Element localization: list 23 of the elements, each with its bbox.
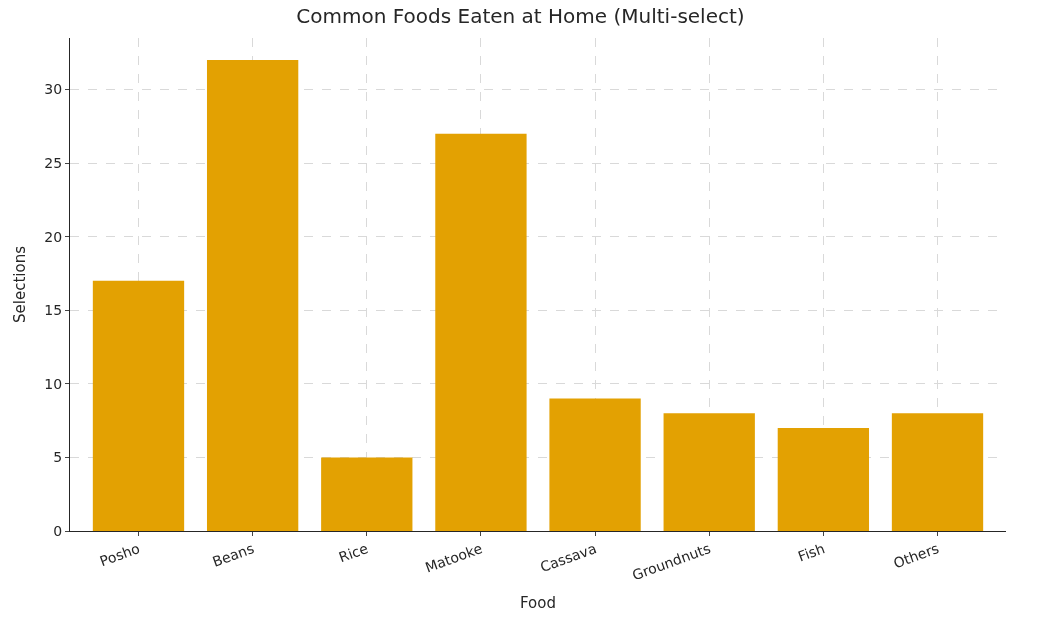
bar [435,133,527,531]
y-tick-label: 25 [44,154,63,171]
y-axis-title: Selections [10,245,29,323]
y-tick-label: 10 [44,375,63,392]
bar [891,413,984,531]
bar [777,427,870,531]
x-tick-label: Others [891,540,941,572]
x-tick-label: Posho [97,540,142,570]
x-tick-label: Fish [795,540,827,565]
chart-title: Common Foods Eaten at Home (Multi-select) [296,4,745,29]
y-tick-label: 20 [44,228,63,245]
x-tick-label: Rice [336,540,371,566]
bar [549,398,641,531]
bar [92,280,185,531]
y-tick-label: 0 [53,522,63,539]
y-tick-label: 5 [53,449,63,466]
x-axis-title: Food [520,594,556,613]
bar [663,413,755,531]
bar [206,60,299,531]
x-tick-label: Beans [210,540,257,570]
y-tick-label: 15 [44,302,63,319]
bar [321,457,413,531]
y-tick-label: 30 [44,81,63,98]
